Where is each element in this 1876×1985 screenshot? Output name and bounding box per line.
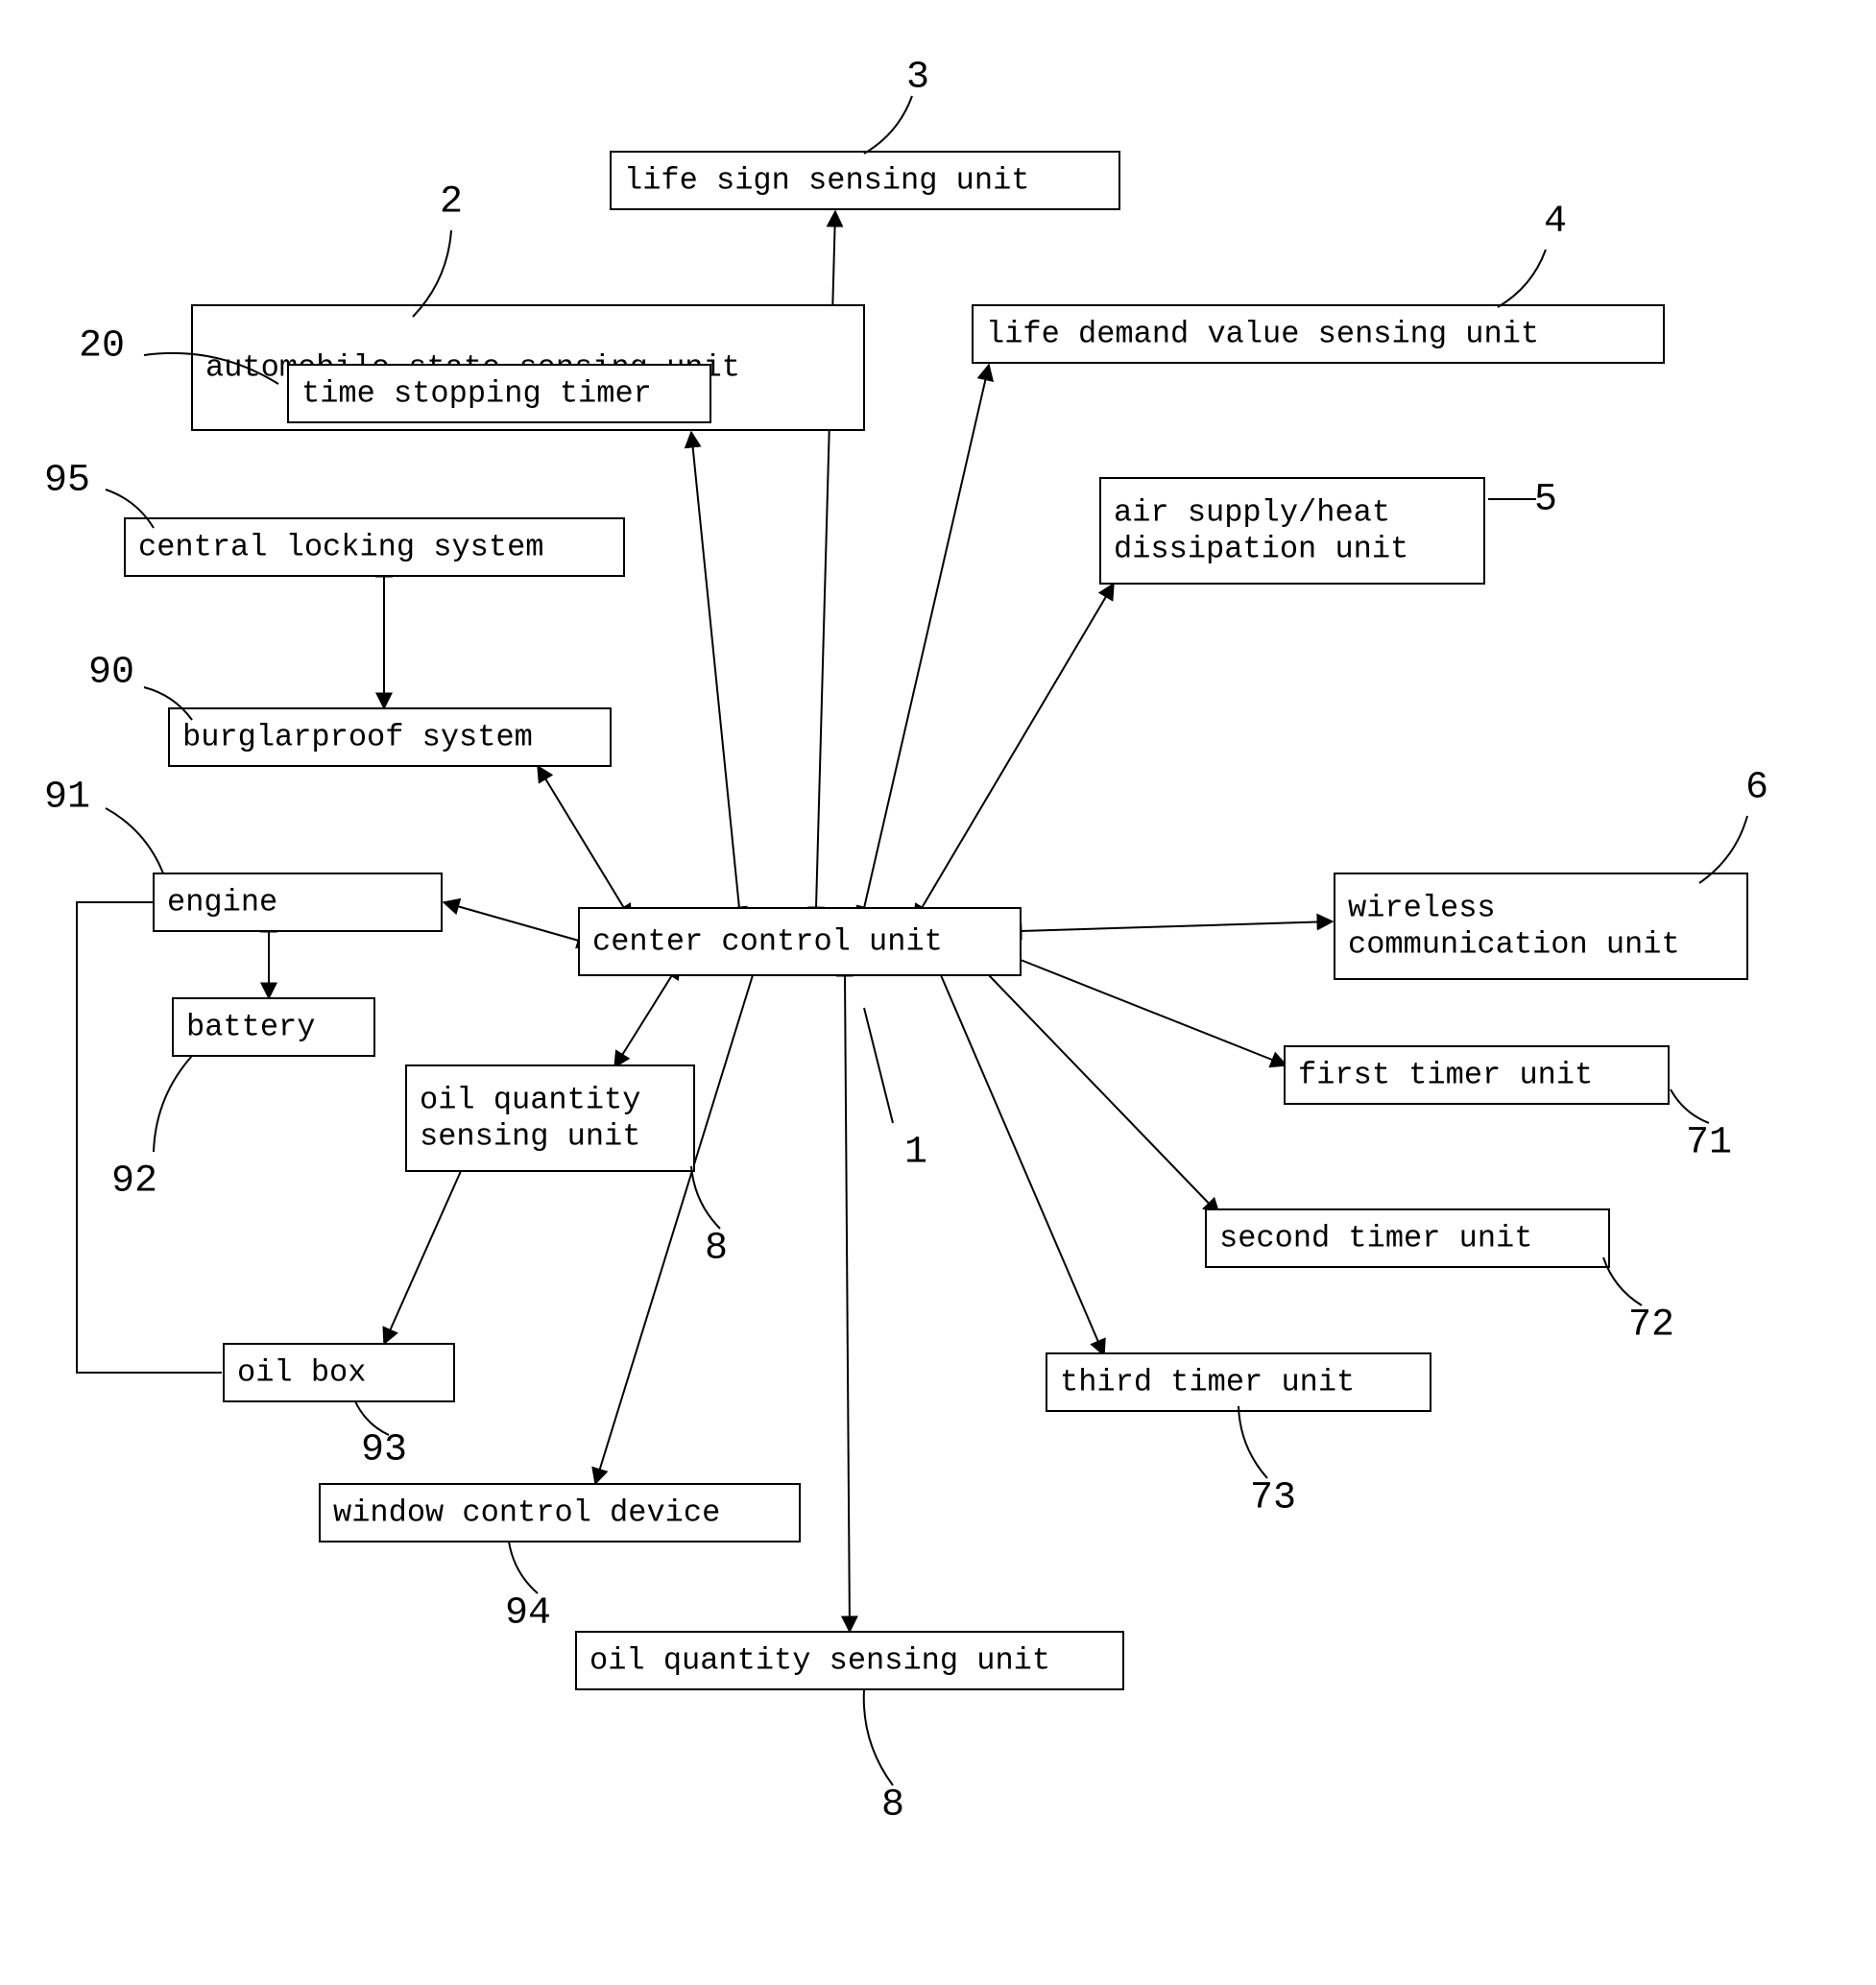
svg-text:oil box: oil box — [237, 1354, 366, 1390]
svg-text:life sign sensing unit: life sign sensing unit — [624, 162, 1029, 198]
svg-text:93: 93 — [361, 1429, 407, 1472]
svg-text:95: 95 — [44, 460, 90, 503]
svg-text:dissipation unit: dissipation unit — [1114, 531, 1408, 566]
svg-text:engine: engine — [167, 884, 277, 920]
svg-text:third timer unit: third timer unit — [1060, 1364, 1355, 1399]
svg-text:time stopping timer: time stopping timer — [301, 375, 652, 411]
svg-text:8: 8 — [881, 1784, 904, 1828]
svg-text:central locking system: central locking system — [138, 529, 543, 564]
svg-text:91: 91 — [44, 777, 90, 820]
svg-text:71: 71 — [1686, 1122, 1732, 1165]
svg-text:94: 94 — [505, 1592, 551, 1636]
svg-text:3: 3 — [906, 57, 929, 100]
svg-text:5: 5 — [1534, 479, 1557, 522]
svg-text:burglarproof system: burglarproof system — [182, 719, 533, 754]
svg-text:8: 8 — [705, 1228, 728, 1271]
svg-text:communication unit: communication unit — [1348, 926, 1680, 962]
svg-text:2: 2 — [440, 181, 463, 225]
svg-text:73: 73 — [1250, 1477, 1296, 1520]
svg-text:6: 6 — [1745, 767, 1768, 810]
svg-text:20: 20 — [79, 325, 125, 369]
svg-text:72: 72 — [1628, 1304, 1674, 1348]
svg-text:first timer unit: first timer unit — [1298, 1057, 1593, 1092]
svg-text:1: 1 — [904, 1132, 927, 1175]
svg-text:life demand value sensing unit: life demand value sensing unit — [986, 316, 1539, 351]
svg-text:4: 4 — [1544, 201, 1567, 244]
svg-text:wireless: wireless — [1348, 890, 1496, 925]
svg-text:oil quantity: oil quantity — [420, 1082, 640, 1117]
svg-text:battery: battery — [186, 1009, 315, 1044]
svg-text:center control unit: center control unit — [592, 923, 943, 959]
svg-text:92: 92 — [111, 1160, 157, 1204]
svg-text:sensing unit: sensing unit — [420, 1118, 640, 1154]
svg-text:air supply/heat: air supply/heat — [1114, 494, 1390, 530]
svg-text:90: 90 — [88, 652, 134, 695]
svg-text:window control device: window control device — [333, 1495, 720, 1530]
svg-text:second timer unit: second timer unit — [1219, 1220, 1532, 1256]
svg-text:oil quantity sensing unit: oil quantity sensing unit — [589, 1642, 1050, 1678]
